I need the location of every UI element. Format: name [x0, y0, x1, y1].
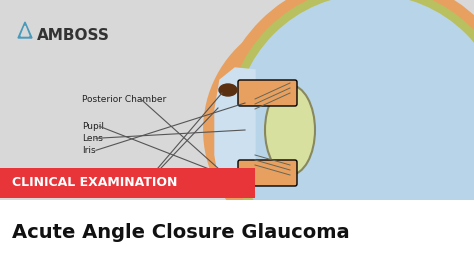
- Bar: [0, 168, 255, 198]
- Bar: [0, 200, 474, 266]
- Text: Posterior Chamber: Posterior Chamber: [82, 95, 166, 104]
- Text: Acute Angle Closure Glaucoma: Acute Angle Closure Glaucoma: [12, 223, 350, 243]
- Ellipse shape: [219, 169, 237, 181]
- Text: Pupil: Pupil: [82, 122, 104, 131]
- Text: Iridocorneal angle: Iridocorneal angle: [82, 180, 164, 189]
- FancyBboxPatch shape: [238, 80, 297, 106]
- Ellipse shape: [265, 85, 315, 175]
- FancyBboxPatch shape: [238, 160, 297, 186]
- Text: Schlemm's canal: Schlemm's canal: [82, 191, 159, 200]
- Polygon shape: [18, 22, 32, 38]
- Text: AMBOSS: AMBOSS: [37, 28, 110, 44]
- Text: Iris: Iris: [82, 146, 96, 155]
- Circle shape: [227, 0, 474, 266]
- Text: Lens: Lens: [82, 134, 103, 143]
- Circle shape: [222, 0, 474, 266]
- Ellipse shape: [219, 84, 237, 96]
- Polygon shape: [21, 26, 29, 36]
- Polygon shape: [215, 68, 255, 195]
- Bar: [0, 0, 245, 266]
- Text: CLINICAL EXAMINATION: CLINICAL EXAMINATION: [12, 177, 177, 189]
